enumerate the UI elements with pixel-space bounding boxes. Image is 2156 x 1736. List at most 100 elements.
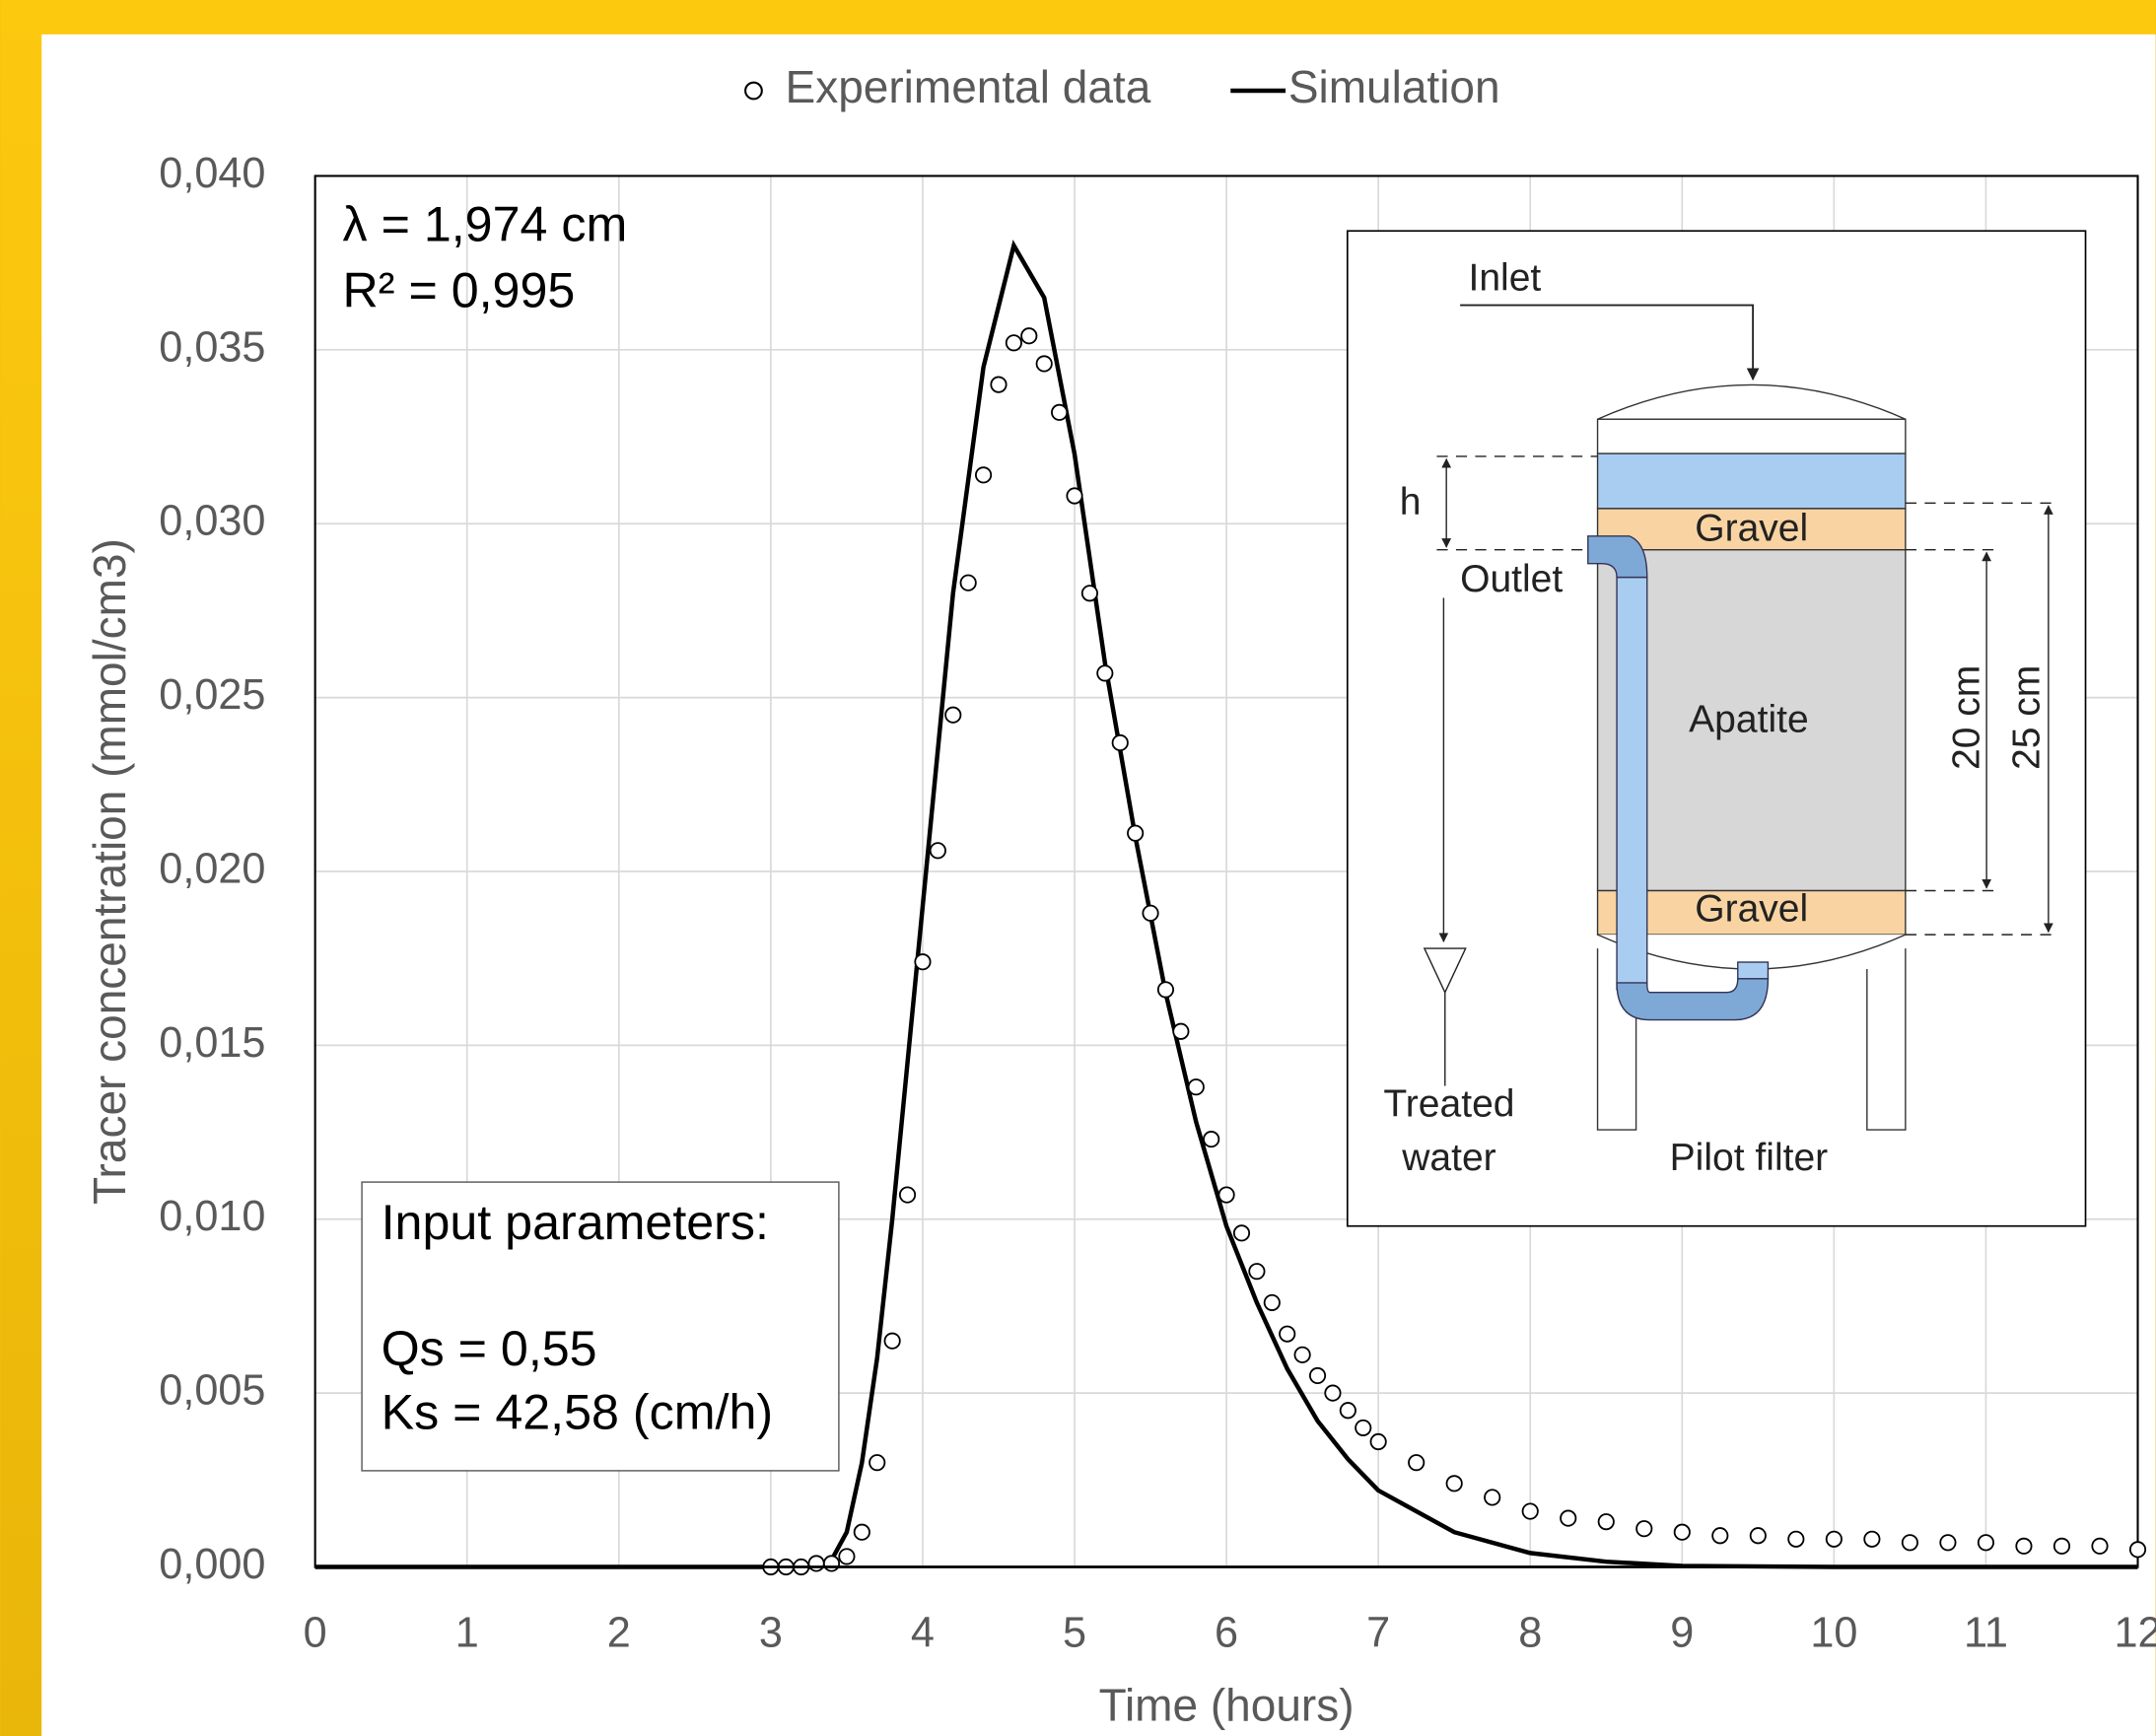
data-point: [1279, 1325, 1296, 1343]
data-point: [1324, 1384, 1342, 1402]
water: [1596, 452, 1907, 510]
data-point: [1293, 1346, 1311, 1363]
dimension-lines: [1436, 455, 2060, 936]
parameter: Qs = 0,55: [382, 1321, 597, 1376]
gravel-layer: [1596, 889, 1907, 936]
data-point: [1263, 1293, 1281, 1311]
data-point: [1217, 1186, 1235, 1204]
x-tick-label: 7: [1366, 1610, 1390, 1657]
apatite-layer: [1596, 549, 1907, 892]
inset-diagram: Inlet h Outlet Gravel Apatite Gravel 20 …: [1346, 230, 2087, 1227]
diagram-label: Inlet: [1468, 257, 1541, 300]
data-point: [1484, 1489, 1501, 1506]
data-point: [1080, 585, 1098, 602]
data-point: [2091, 1537, 2109, 1555]
data-point: [1339, 1402, 1356, 1420]
data-point: [838, 1548, 856, 1565]
data-point: [1142, 904, 1159, 922]
diagram-label: Gravel: [1695, 888, 1808, 931]
diagram-label: Apatite: [1689, 698, 1809, 740]
data-point: [898, 1186, 917, 1204]
data-point: [1445, 1475, 1463, 1493]
data-marks: [314, 240, 2147, 1576]
data-point: [2128, 1541, 2147, 1559]
water-symbol: [1423, 947, 1467, 1086]
data-point: [869, 1454, 886, 1472]
data-point: [1172, 1022, 1190, 1040]
parameters-box: [361, 1181, 840, 1472]
data-point: [807, 1555, 825, 1572]
y-tick-label: 0,025: [159, 671, 265, 719]
diagram-label: Pilot filter: [1670, 1137, 1829, 1179]
data-point: [1203, 1131, 1220, 1148]
x-tick-label: 6: [1215, 1610, 1238, 1657]
data-point: [1825, 1530, 1843, 1548]
data-point: [1248, 1263, 1266, 1281]
data-point: [1939, 1534, 1957, 1552]
y-axis-title: Tracer concentration (mmol/cm3): [84, 538, 135, 1205]
data-point: [1635, 1520, 1653, 1538]
x-tick-label: 2: [607, 1610, 631, 1657]
parameter: Ks = 42,58 (cm/h): [382, 1384, 773, 1439]
y-tick-label: 0,005: [159, 1367, 265, 1415]
tank-top: [1596, 418, 1907, 454]
data-point: [1232, 1224, 1251, 1242]
simulation-line: [314, 240, 2138, 1569]
data-point: [1355, 1419, 1372, 1436]
diagram-label: h: [1400, 481, 1422, 523]
pipe: [1616, 576, 1648, 991]
data-point: [1020, 327, 1038, 345]
y-tick-label: 0,035: [159, 323, 265, 371]
diagram-label: 25 cm: [2006, 665, 2049, 770]
x-tick-label: 12: [2114, 1610, 2156, 1657]
data-point: [1308, 1366, 1327, 1385]
x-tick-label: 9: [1670, 1610, 1694, 1657]
parameters-title: Input parameters:: [382, 1195, 769, 1250]
data-point: [974, 466, 993, 484]
data-point: [1787, 1530, 1805, 1548]
diagram-label: water: [1401, 1137, 1495, 1179]
x-tick-label: 4: [911, 1610, 935, 1657]
data-point: [1597, 1513, 1615, 1531]
x-tick-label: 3: [759, 1610, 783, 1657]
data-point: [1111, 733, 1129, 752]
data-point: [959, 574, 977, 591]
data-point: [1035, 355, 1053, 373]
data-point: [2015, 1537, 2033, 1555]
tank-dome: [1597, 383, 1907, 420]
annotation: R² = 0,995: [343, 263, 576, 318]
x-tick-label: 8: [1518, 1610, 1542, 1657]
pipe-elbow: [1587, 535, 1648, 579]
data-point: [944, 706, 962, 724]
data-point: [1977, 1534, 1995, 1552]
data-point: [1369, 1432, 1387, 1451]
annotation: λ = 1,974 cm: [343, 197, 628, 252]
data-point: [1096, 664, 1114, 682]
data-point: [853, 1523, 870, 1541]
data-point: [1066, 487, 1083, 505]
data-point: [1156, 981, 1175, 999]
data-point: [1408, 1454, 1426, 1472]
inlet-arrow: [1460, 304, 1760, 382]
data-point: [2052, 1537, 2071, 1555]
data-point: [914, 953, 932, 971]
x-tick-label: 10: [1810, 1610, 1857, 1657]
x-tick-label: 1: [455, 1610, 479, 1657]
data-point: [1187, 1078, 1205, 1096]
x-tick-label: 11: [1964, 1610, 2008, 1657]
tank-legs: [1596, 948, 1907, 1131]
y-tick-label: 0,000: [159, 1541, 265, 1588]
data-point: [1901, 1534, 1918, 1552]
legend-label: Simulation: [1288, 61, 1500, 112]
diagram-label: Outlet: [1460, 558, 1563, 600]
legend-marker: [744, 81, 763, 101]
data-point: [1749, 1527, 1767, 1545]
data-point: [1521, 1502, 1539, 1520]
y-tick-label: 0,040: [159, 150, 265, 197]
y-tick-label: 0,030: [159, 498, 265, 545]
data-point: [929, 842, 946, 860]
y-tick-label: 0,015: [159, 1019, 265, 1067]
y-tick-label: 0,010: [159, 1193, 265, 1240]
x-tick-label: 5: [1063, 1610, 1086, 1657]
data-point: [1711, 1527, 1729, 1545]
